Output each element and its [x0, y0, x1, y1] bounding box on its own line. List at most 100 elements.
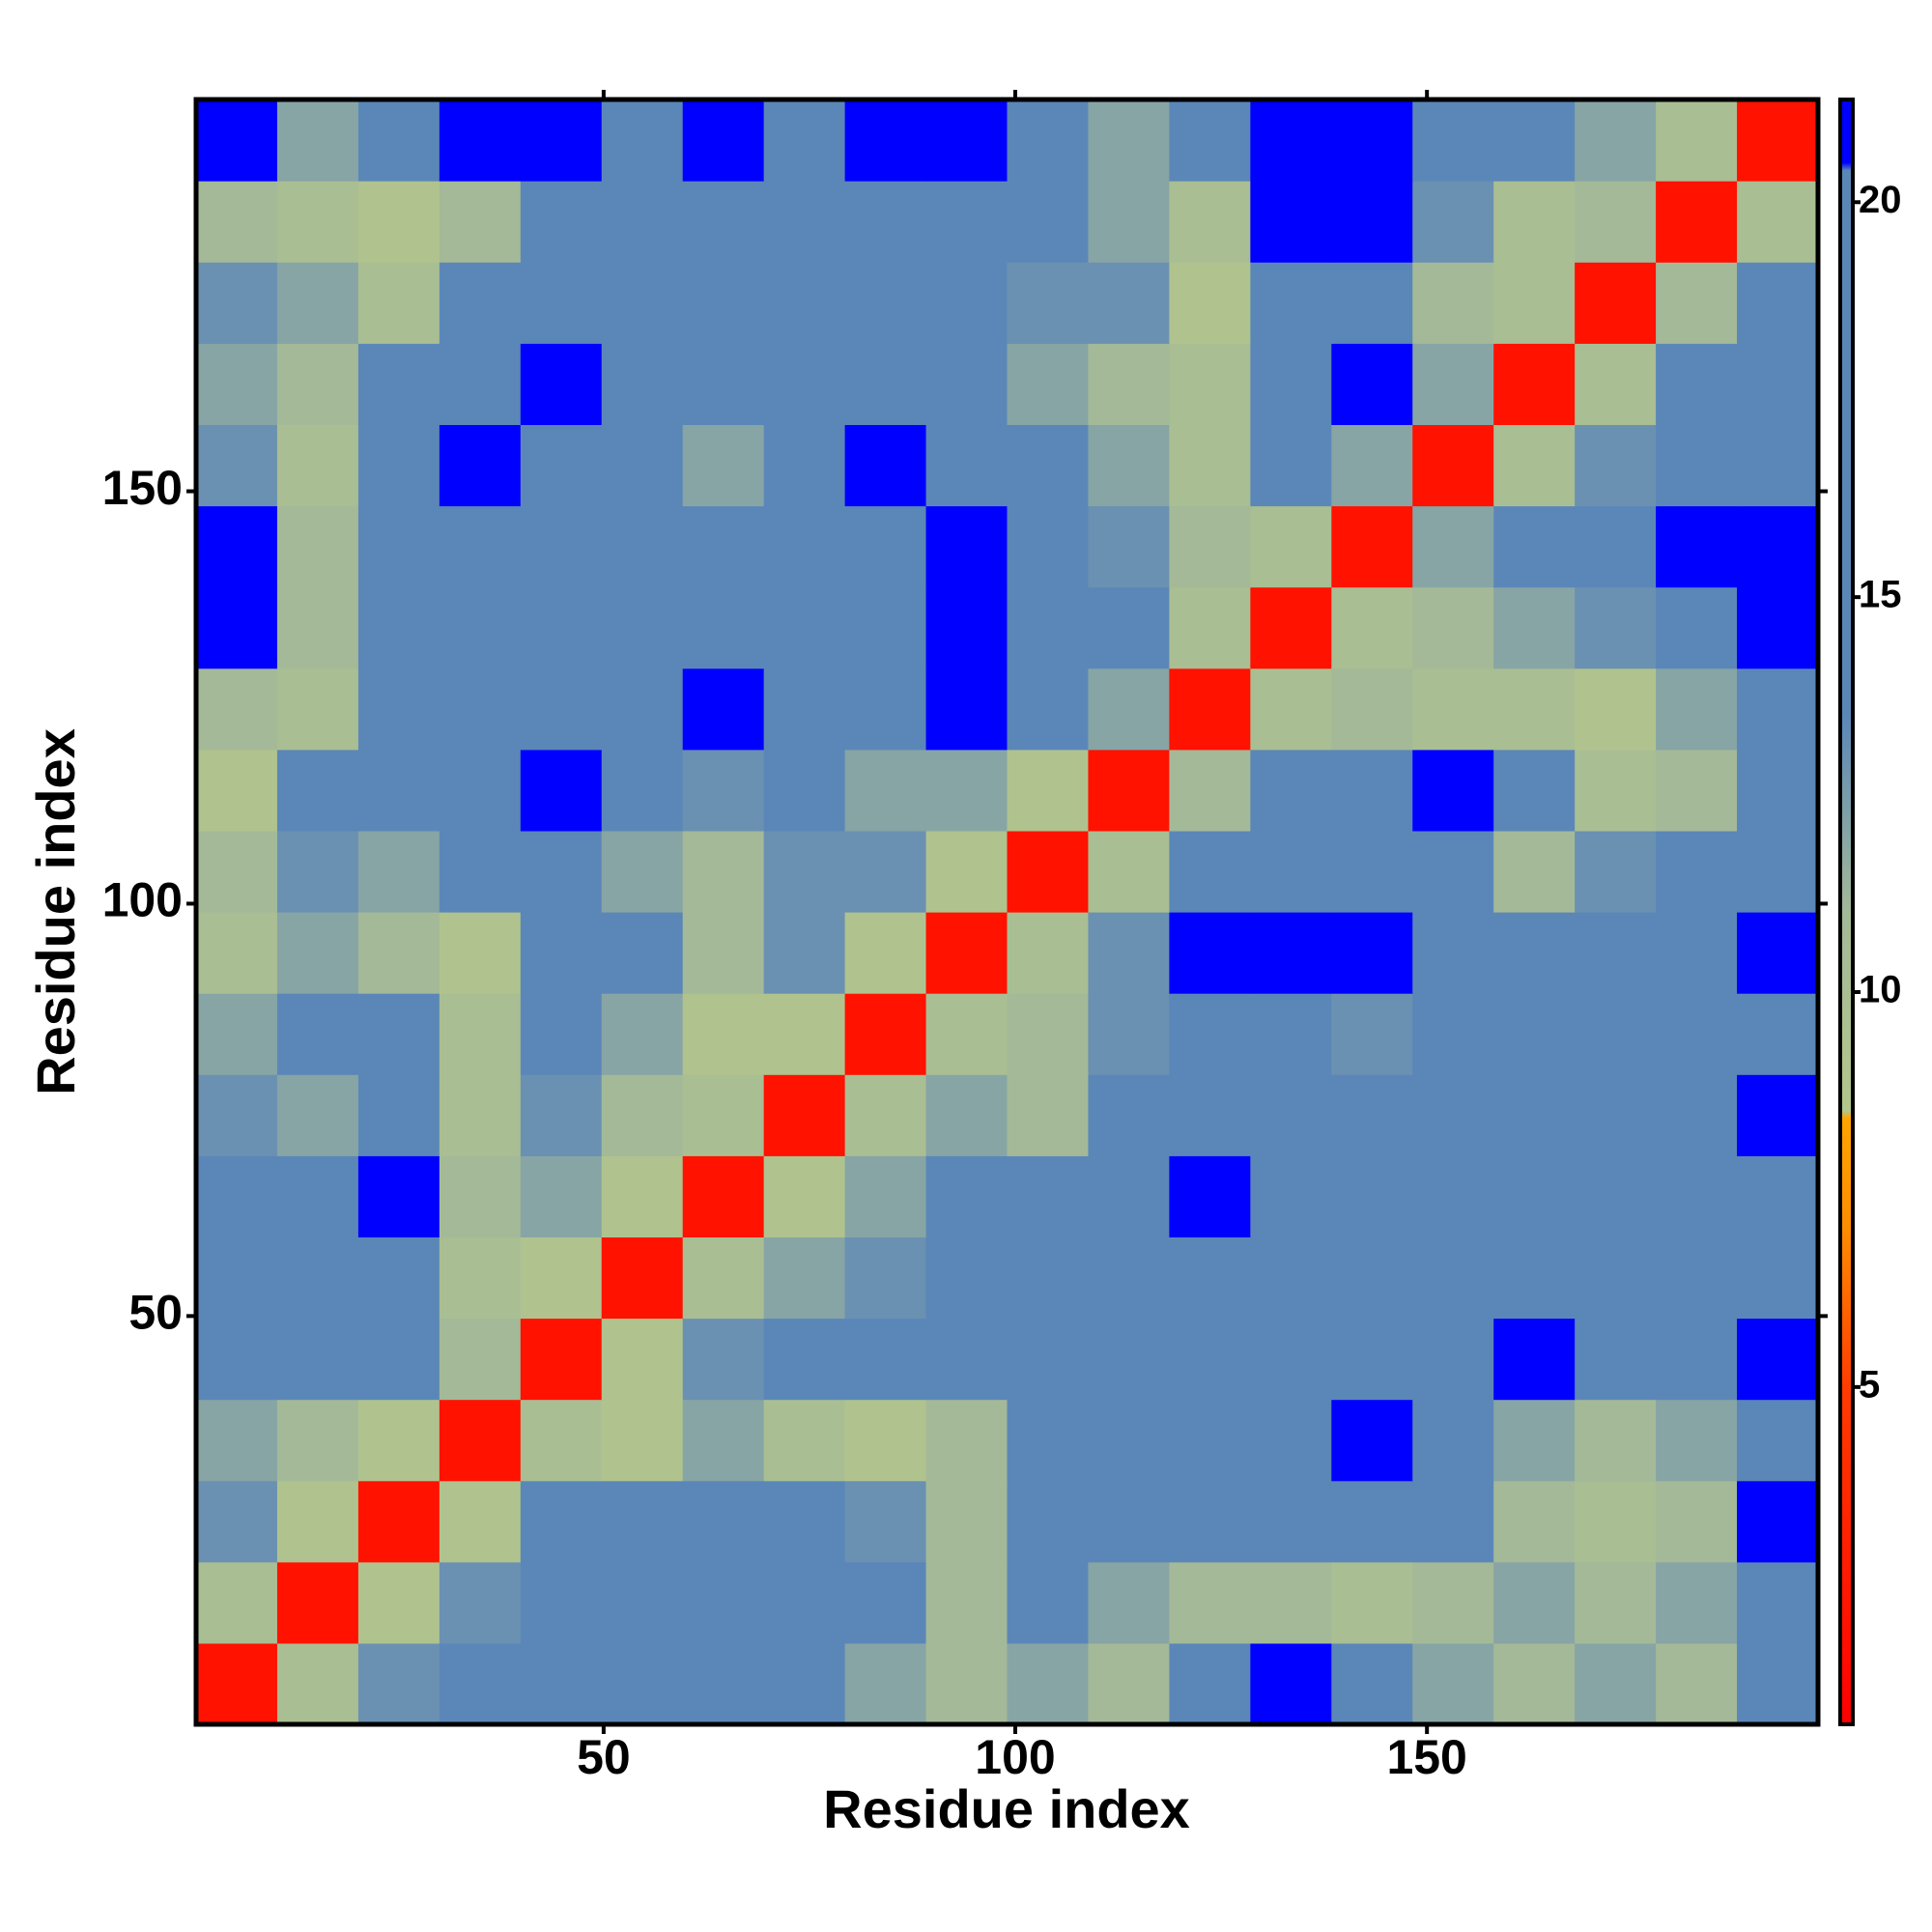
heatmap-cell — [196, 1318, 278, 1401]
heatmap-cell — [1331, 343, 1413, 425]
heatmap-cell — [1250, 668, 1332, 751]
heatmap-cell — [357, 505, 440, 588]
heatmap-cell — [1250, 1399, 1332, 1482]
heatmap-cell — [925, 668, 1009, 751]
heatmap-cell — [1250, 1074, 1332, 1156]
heatmap-cell — [1412, 1155, 1494, 1237]
heatmap-cell — [520, 1318, 603, 1401]
heatmap-cell — [1007, 1480, 1090, 1563]
heatmap-cell — [844, 1561, 927, 1644]
heatmap-cell — [276, 262, 359, 344]
heatmap-cell — [1250, 1236, 1332, 1320]
heatmap-cell — [925, 424, 1009, 507]
heatmap-cell — [1412, 99, 1494, 182]
heatmap-cell — [1656, 424, 1738, 507]
heatmap-cell — [925, 993, 1009, 1075]
heatmap-cell — [1493, 993, 1576, 1075]
heatmap-cell — [601, 343, 684, 425]
heatmap-cell — [439, 1074, 522, 1156]
heatmap-cell — [1493, 262, 1576, 344]
heatmap-cell — [1169, 1561, 1251, 1644]
heatmap-cell — [844, 1480, 927, 1563]
heatmap-cell — [520, 424, 603, 507]
heatmap-cell — [520, 1236, 603, 1320]
heatmap-cell — [1412, 830, 1494, 913]
colorbar-tick-label: 10 — [1859, 969, 1902, 1011]
heatmap-cell — [1331, 1318, 1413, 1401]
heatmap-cell — [1575, 1399, 1657, 1482]
heatmap-cell — [1250, 586, 1332, 669]
heatmap-cell — [1169, 586, 1251, 669]
heatmap-cell — [682, 505, 765, 588]
heatmap-cell — [1412, 262, 1494, 344]
heatmap-cell — [763, 181, 846, 263]
heatmap-cell — [1007, 262, 1090, 344]
heatmap-cell — [844, 262, 927, 344]
heatmap-cell — [1169, 668, 1251, 751]
heatmap-cell — [1656, 1399, 1738, 1482]
heatmap-cell — [276, 343, 359, 425]
heatmap-cell — [1737, 1074, 1819, 1156]
heatmap-cell — [1088, 1399, 1170, 1482]
heatmap-cell — [763, 1561, 846, 1644]
y-tick-label: 100 — [102, 873, 183, 927]
heatmap-cell — [925, 181, 1009, 263]
heatmap-cell — [601, 1155, 684, 1237]
heatmap-cell — [682, 1561, 765, 1644]
heatmap-cell — [1575, 912, 1657, 994]
heatmap-cell — [1007, 343, 1090, 425]
heatmap-cell — [1656, 1155, 1738, 1237]
heatmap-cell — [682, 912, 765, 994]
heatmap-cell — [1737, 1561, 1819, 1644]
heatmap-cell — [520, 1155, 603, 1237]
heatmap-cell — [1412, 912, 1494, 994]
heatmap-cell — [682, 1155, 765, 1237]
heatmap-cell — [1493, 1318, 1576, 1401]
heatmap-cell — [196, 1480, 278, 1563]
heatmap-cell — [357, 99, 440, 182]
heatmap-cell — [439, 1236, 522, 1320]
heatmap-cell — [1656, 99, 1738, 182]
heatmap-cell — [925, 343, 1009, 425]
heatmap-cell — [925, 1642, 1009, 1725]
heatmap-cell — [1493, 668, 1576, 751]
heatmap-cell — [1169, 262, 1251, 344]
heatmap-cell — [439, 993, 522, 1075]
heatmap-cell — [1169, 1074, 1251, 1156]
heatmap-cell — [925, 1236, 1009, 1320]
heatmap-cell — [1250, 99, 1332, 182]
heatmap-cell — [439, 1399, 522, 1482]
heatmap-cell — [1007, 1236, 1090, 1320]
heatmap — [196, 99, 1819, 1725]
heatmap-cell — [1575, 1561, 1657, 1644]
heatmap-cell — [1412, 343, 1494, 425]
heatmap-cell — [1088, 586, 1170, 669]
heatmap-cell — [1575, 1155, 1657, 1237]
heatmap-cell — [844, 1074, 927, 1156]
heatmap-cell — [196, 262, 278, 344]
heatmap-cell — [1331, 1399, 1413, 1482]
heatmap-cell — [520, 1074, 603, 1156]
heatmap-cell — [276, 1399, 359, 1482]
heatmap-cell — [1331, 181, 1413, 263]
heatmap-cell — [1250, 1480, 1332, 1563]
heatmap-cell — [1656, 1480, 1738, 1563]
heatmap-cell — [601, 181, 684, 263]
heatmap-cell — [1575, 1318, 1657, 1401]
heatmap-cell — [682, 343, 765, 425]
heatmap-cell — [601, 1642, 684, 1725]
heatmap-cell — [1169, 912, 1251, 994]
heatmap-cell — [357, 668, 440, 751]
heatmap-cell — [1331, 424, 1413, 507]
heatmap-cell — [1412, 1399, 1494, 1482]
heatmap-cell — [1007, 1642, 1090, 1725]
heatmap-cell — [1250, 1561, 1332, 1644]
heatmap-cell — [1656, 830, 1738, 913]
heatmap-cell — [1088, 993, 1170, 1075]
heatmap-cell — [520, 1399, 603, 1482]
heatmap-cell — [763, 505, 846, 588]
heatmap-cell — [357, 830, 440, 913]
heatmap-cell — [601, 912, 684, 994]
heatmap-cell — [1656, 912, 1738, 994]
heatmap-cell — [1331, 1236, 1413, 1320]
